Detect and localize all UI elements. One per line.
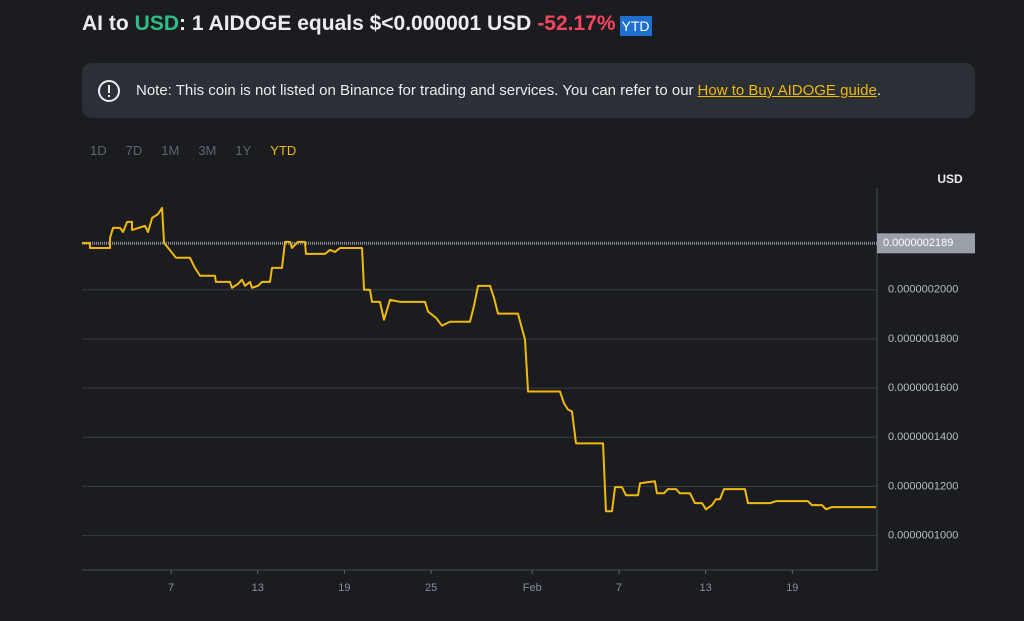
range-tab[interactable]: 1D xyxy=(90,143,107,158)
x-tick-label: 25 xyxy=(425,582,437,594)
price-label: 0.0000002189 xyxy=(883,237,953,249)
x-tick-label: 19 xyxy=(338,582,350,594)
x-tick-label: 19 xyxy=(786,582,798,594)
x-tick-label: Feb xyxy=(523,582,542,594)
price-label-box xyxy=(877,233,975,254)
title-text: : 1 AIDOGE equals $<0.000001 USD xyxy=(179,12,532,35)
y-tick-label: 0.0000001400 xyxy=(888,431,958,443)
x-tick-label: 13 xyxy=(700,582,712,594)
range-tab[interactable]: 1Y xyxy=(235,143,252,158)
y-tick-label: 0.0000001600 xyxy=(888,382,958,394)
title-quote: USD xyxy=(134,12,179,35)
note-end: . xyxy=(876,82,881,99)
header: AI to USD: 1 AIDOGE equals $<0.000001 USD… xyxy=(82,12,652,36)
y-axis-label: USD xyxy=(937,172,963,186)
y-tick-label: 0.0000001200 xyxy=(888,480,958,492)
y-tick-label: 0.0000001000 xyxy=(888,529,958,541)
info-icon xyxy=(98,79,120,102)
y-tick-label: 0.0000002000 xyxy=(888,284,958,296)
range-tab[interactable]: YTD xyxy=(270,143,297,158)
price-line-series xyxy=(82,206,876,513)
x-tick-label: 13 xyxy=(252,582,264,594)
range-tab[interactable]: 1M xyxy=(161,143,180,158)
title-badge: YTD xyxy=(619,15,652,36)
note-text: Note: This coin is not listed on Binance… xyxy=(136,82,694,99)
note-box: Note: This coin is not listed on Binance… xyxy=(82,63,975,118)
x-tick-label: 7 xyxy=(168,582,174,594)
range-tabs: 1D 7D 1M 3M 1Y YTD xyxy=(90,143,315,158)
range-tab[interactable]: 7D xyxy=(125,143,143,158)
x-tick-label: 7 xyxy=(616,582,622,594)
range-tab[interactable]: 3M xyxy=(198,143,217,158)
title-text: AI to xyxy=(82,12,129,35)
y-tick-label: 0.0000001800 xyxy=(888,333,958,345)
guide-link[interactable]: How to Buy AIDOGE guide xyxy=(697,82,877,99)
title-change: -52.17% xyxy=(537,12,616,35)
